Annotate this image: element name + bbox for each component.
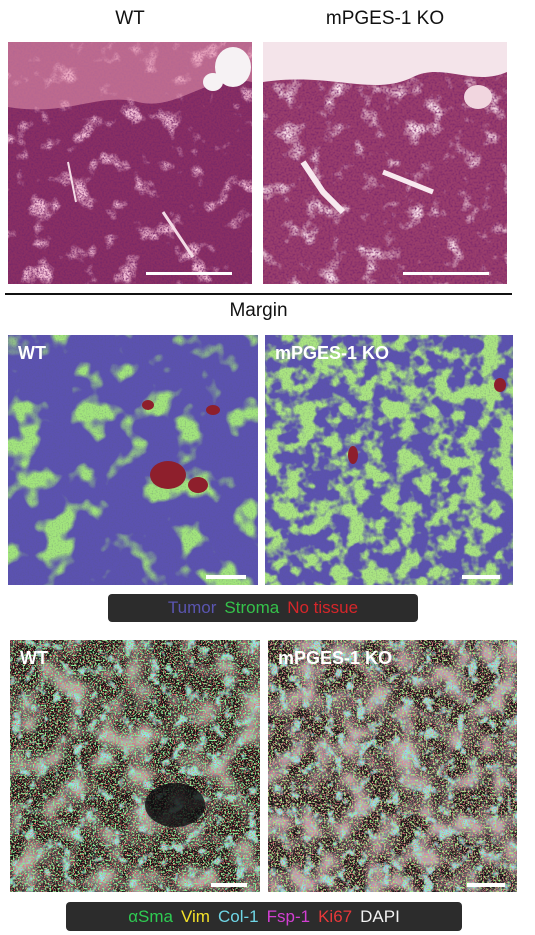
classification-ko-image: mPGES-1 KO [265,335,513,585]
margin-label: Margin [229,300,288,321]
legend-item: No tissue [287,598,359,617]
he-wt-image [8,42,252,284]
legend-item: Vim [181,906,210,926]
he-ko-label: mPGES-1 KO [325,8,445,29]
scale-bar [211,883,247,887]
he-ko-image [263,42,507,284]
legend-item: αSma [128,906,173,926]
scale-bar [467,883,505,887]
fluorescence-ko-label: mPGES-1 KO [278,648,393,668]
scale-bar [146,272,232,275]
classification-wt-label: WT [18,343,46,363]
legend-item: Fsp-1 [266,906,311,926]
fluorescence-wt-label: WT [20,648,48,668]
fluorescence-ko-image: mPGES-1 KO [268,640,517,892]
margin-divider-line [5,293,512,295]
fluorescence-wt-image: WT [10,640,260,892]
fluorescence-legend: αSma Vim Col-1 Fsp-1 Ki67 DAPI [66,902,462,931]
classification-legend: Tumor Stroma No tissue [108,594,418,622]
he-wt-label: WT [115,8,145,29]
scale-bar [462,575,500,579]
classification-ko-label: mPGES-1 KO [275,343,390,363]
legend-item: Stroma [224,598,280,617]
scale-bar [206,575,246,579]
legend-item: Col-1 [217,906,259,926]
legend-item: DAPI [360,906,400,926]
legend-item: Tumor [167,598,217,617]
classification-wt-image: WT [8,335,258,585]
legend-item: Ki67 [318,906,353,926]
scale-bar [403,272,489,275]
